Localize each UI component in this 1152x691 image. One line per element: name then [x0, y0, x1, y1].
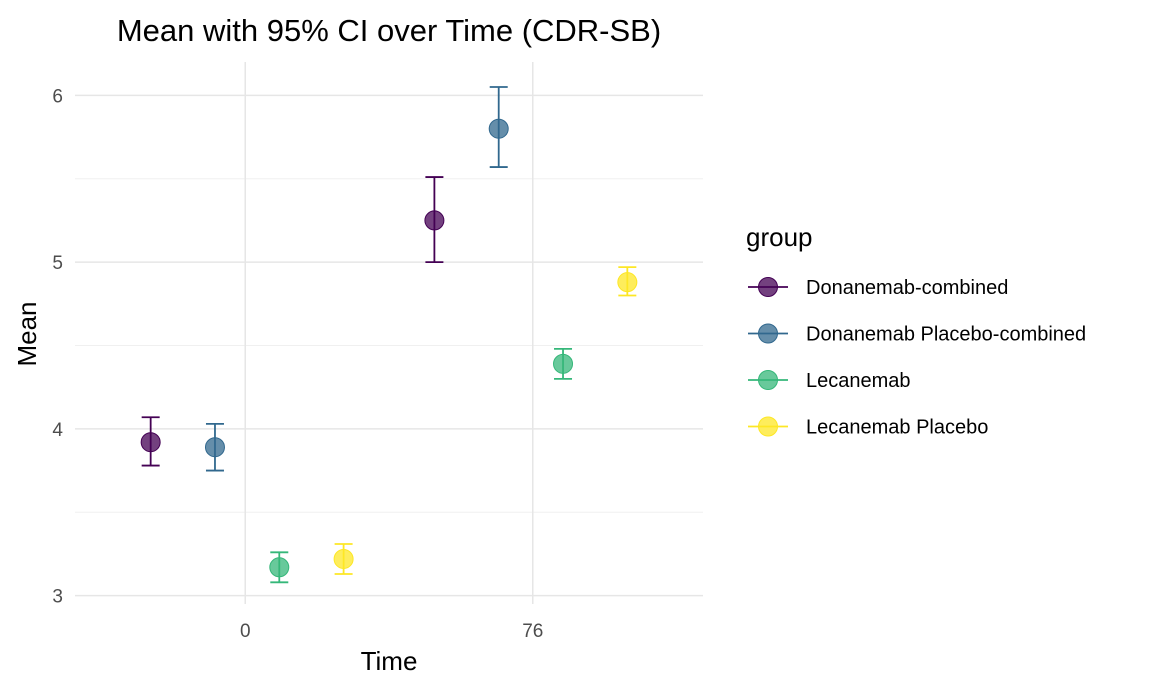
legend-label: Donanemab Placebo-combined: [806, 324, 1086, 346]
y-tick-label: 5: [52, 253, 63, 274]
legend-label: Donanemab-combined: [806, 277, 1008, 299]
legend-label: Lecanemab Placebo: [806, 417, 988, 439]
point-marker: [424, 210, 445, 231]
x-tick-label: 0: [240, 621, 251, 642]
legend: group Donanemab-combined Donanemab Placeb…: [746, 222, 1086, 439]
point-marker: [553, 353, 574, 374]
legend-label: Lecanemab: [806, 370, 911, 392]
x-tick-label: 76: [522, 621, 543, 642]
chart-title: Mean with 95% CI over Time (CDR-SB): [117, 13, 661, 48]
point-marker: [269, 557, 290, 578]
data-point: [140, 416, 161, 467]
data-point: [204, 422, 225, 472]
data-point: [488, 86, 509, 168]
point-marker: [333, 548, 354, 569]
point-marker: [488, 118, 509, 139]
legend-marker: [758, 416, 778, 437]
data-point: [617, 266, 638, 297]
legend-item: Donanemab Placebo-combined: [748, 323, 1086, 346]
legend-item: Donanemab-combined: [748, 277, 1008, 299]
legend-marker: [758, 323, 778, 344]
legend-marker: [758, 277, 778, 297]
data-point: [333, 543, 354, 575]
data-point: [269, 551, 290, 584]
data-point: [553, 347, 574, 380]
point-marker: [140, 432, 161, 453]
y-tick-label: 3: [52, 587, 63, 608]
data-point: [424, 176, 445, 264]
legend-item: Lecanemab: [748, 370, 911, 392]
point-marker: [204, 437, 225, 458]
legend-title: group: [746, 222, 813, 252]
plot-area: 3 4 5 6 0 76: [52, 62, 703, 642]
y-tick-label: 4: [52, 420, 63, 441]
y-axis-title: Mean: [12, 301, 42, 366]
legend-item: Lecanemab Placebo: [748, 416, 988, 439]
x-axis-title: Time: [361, 646, 418, 676]
legend-marker: [758, 370, 778, 390]
y-tick-label: 6: [52, 86, 63, 107]
point-marker: [617, 272, 638, 293]
